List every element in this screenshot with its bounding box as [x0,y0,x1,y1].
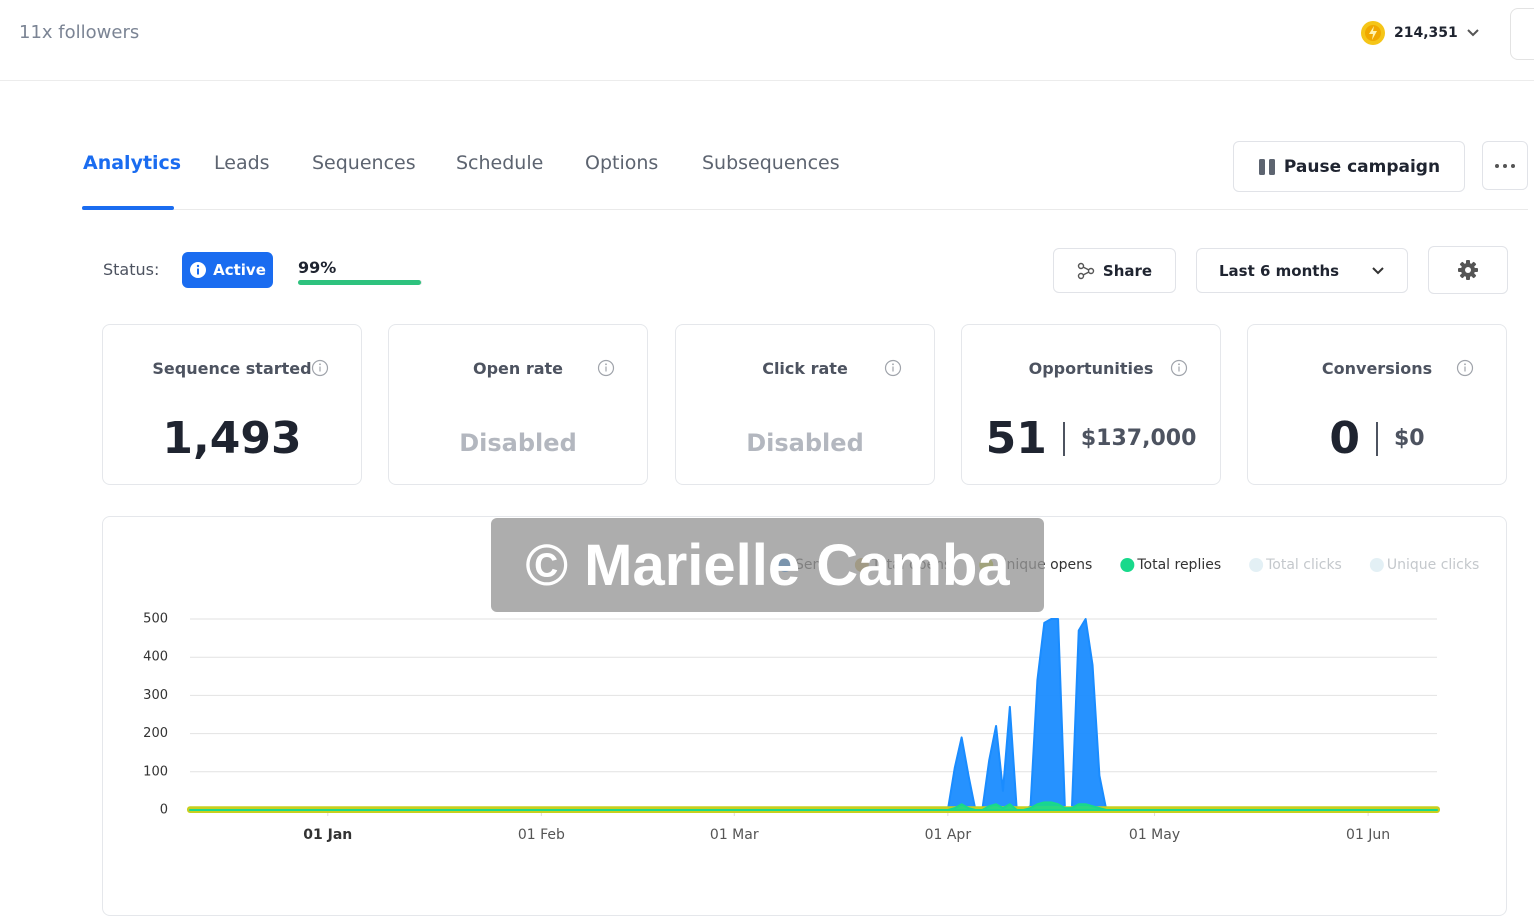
tab[interactable]: Schedule [456,152,544,174]
tab[interactable]: Options [585,152,659,174]
legend-swatch [1369,558,1384,572]
info-icon [1170,359,1188,381]
progress-track [298,280,422,285]
chart: 0 100 200 300 400 500 01 Jan 01 Feb 01 Mar 01 Apr… [143,557,1479,843]
x-tick-label: 01 Apr [925,827,972,843]
tab-underline [82,206,174,210]
card-title: Conversions [1321,359,1433,378]
info-glyph [884,359,902,377]
card-value: 0 [1329,413,1360,464]
stat-card: Open rate Disabled [388,324,648,485]
info-glyph [597,359,615,377]
card-value-row: 1,493 [103,413,361,464]
tab[interactable]: Leads [214,152,270,174]
card-value-row: Disabled [389,429,647,457]
card-amount: $137,000 [1080,426,1197,451]
card-amount: $0 [1394,426,1425,451]
info-icon [190,262,207,278]
card-title: Sequence started [152,359,312,378]
series-area [189,801,1438,811]
progress-label: 99% [298,258,337,277]
status-text: Active [213,261,266,279]
stat-card: Opportunities 51 $137,000 [961,324,1221,485]
stat-card: Click rate Disabled [675,324,935,485]
top-bar [0,0,1534,81]
x-tick-label: 01 Jun [1346,827,1390,843]
y-tick-label: 400 [143,650,168,665]
separator [1376,421,1378,456]
gear-icon [1458,260,1478,280]
range-label: Last 6 months [1219,261,1340,280]
share-button[interactable]: Share [1053,248,1176,293]
legend-label: Total replies [1136,557,1221,573]
settings-button[interactable] [1428,246,1508,294]
share-label: Share [1102,261,1153,280]
tab[interactable]: Subsequences [702,152,840,174]
y-tick-label: 500 [143,612,168,627]
dots-icon [1495,163,1515,168]
info-icon [597,359,615,381]
stat-card: Conversions 0 $0 [1247,324,1507,485]
credits-value: 214,351 [1394,25,1458,41]
more-button[interactable] [1482,141,1528,190]
info-glyph [311,359,329,377]
info-glyph [1456,359,1474,377]
range-select[interactable]: Last 6 months [1196,248,1408,293]
card-title: Opportunities [1028,359,1154,378]
progress-fill [298,280,421,285]
stat-card: Sequence started 1,493 [102,324,362,485]
card-value: Disabled [459,429,577,457]
status-label: Status: [103,260,160,279]
card-title: Open rate [472,359,564,378]
separator [1062,421,1065,456]
card-value-row: 0 $0 [1248,413,1506,464]
pause-button[interactable]: Pause campaign [1233,141,1465,192]
info-icon [311,359,329,381]
y-tick-label: 0 [160,803,168,818]
workspace-name: 11x followers [19,22,140,43]
card-title: Click rate [762,359,848,378]
tab-divider [82,209,1528,210]
pause-icon [1258,158,1275,175]
avatar-button[interactable] [1510,8,1534,60]
share-icon [1077,262,1095,279]
x-tick-label: 01 Mar [710,827,759,843]
legend-label: Unique clicks [1387,557,1479,573]
coin-icon [1361,21,1385,45]
pause-label: Pause campaign [1283,156,1441,177]
legend-swatch [1120,558,1135,572]
tab[interactable]: Analytics [83,152,182,174]
card-value: Disabled [746,429,864,457]
y-tick-label: 200 [143,726,168,741]
credits[interactable]: 214,351 [1360,20,1480,46]
card-value: 51 [985,413,1047,464]
x-tick-label: 01 Feb [518,827,565,843]
info-glyph [1170,359,1188,377]
card-value-row: Disabled [676,429,934,457]
x-tick-label: 01 Jan [303,827,352,843]
watermark: © Marielle Camba [491,518,1044,612]
card-value-row: 51 $137,000 [962,413,1220,464]
status-badge: Active [182,252,273,288]
tab[interactable]: Sequences [312,152,416,174]
legend-label: Total clicks [1265,557,1342,573]
y-tick-label: 100 [143,764,168,779]
chevron [1372,266,1384,274]
y-tick-label: 300 [143,688,168,703]
info-icon [1456,359,1474,381]
card-value: 1,493 [162,413,302,464]
x-tick-label: 01 May [1129,827,1180,843]
series-area [189,618,1438,811]
chevron [1467,29,1479,37]
info-icon [884,359,902,381]
legend-swatch [1249,558,1264,572]
